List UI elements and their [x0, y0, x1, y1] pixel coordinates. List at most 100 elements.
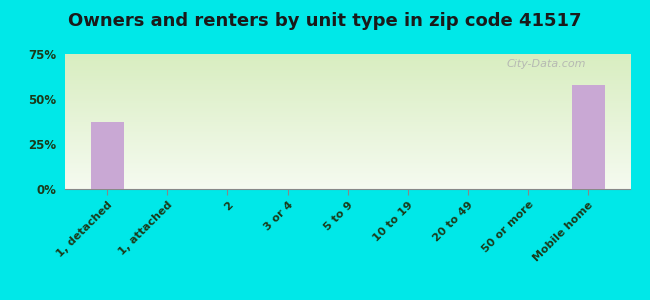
Bar	[65, 93, 630, 94]
Bar	[65, 165, 630, 166]
Bar	[65, 101, 630, 102]
Bar	[572, 85, 604, 189]
Bar	[65, 59, 630, 60]
Bar	[65, 117, 630, 118]
Bar	[65, 152, 630, 153]
Bar	[65, 114, 630, 115]
Bar	[65, 96, 630, 97]
Bar	[65, 99, 630, 100]
Bar	[65, 131, 630, 132]
Bar	[65, 140, 630, 141]
Bar	[65, 180, 630, 181]
Bar	[65, 185, 630, 186]
Bar	[65, 109, 630, 110]
Bar	[65, 70, 630, 71]
Bar	[65, 106, 630, 107]
Bar	[65, 164, 630, 165]
Bar	[65, 55, 630, 56]
Bar	[65, 63, 630, 64]
Bar	[65, 147, 630, 148]
Bar	[65, 163, 630, 164]
Bar	[65, 124, 630, 125]
Bar	[65, 129, 630, 130]
Bar	[65, 161, 630, 162]
Bar	[65, 178, 630, 179]
Bar	[65, 71, 630, 72]
Bar	[65, 85, 630, 86]
Bar	[65, 110, 630, 111]
Bar	[65, 182, 630, 183]
Bar	[65, 188, 630, 189]
Bar	[65, 92, 630, 93]
Bar	[65, 173, 630, 174]
Bar	[65, 169, 630, 170]
Bar	[65, 113, 630, 114]
Bar	[65, 135, 630, 136]
Bar	[65, 130, 630, 131]
Bar	[65, 76, 630, 77]
Bar	[65, 87, 630, 88]
Bar	[65, 60, 630, 61]
Bar	[65, 69, 630, 70]
Bar	[65, 157, 630, 158]
Bar	[65, 159, 630, 160]
Bar	[65, 133, 630, 134]
Bar	[65, 187, 630, 188]
Bar	[65, 54, 630, 55]
Bar	[65, 75, 630, 76]
Bar	[65, 115, 630, 116]
Bar	[65, 183, 630, 184]
Bar	[65, 82, 630, 83]
Bar	[65, 91, 630, 92]
Bar	[65, 122, 630, 123]
Bar	[65, 57, 630, 58]
Bar	[65, 105, 630, 106]
Bar	[65, 68, 630, 69]
Bar	[65, 88, 630, 89]
Bar	[65, 146, 630, 147]
Bar	[65, 167, 630, 168]
Bar	[65, 160, 630, 161]
Bar	[65, 80, 630, 81]
Bar	[65, 56, 630, 57]
Bar	[65, 63, 630, 64]
Bar	[65, 143, 630, 144]
Bar	[65, 103, 630, 104]
Bar	[65, 162, 630, 163]
Bar	[65, 119, 630, 120]
Bar	[65, 107, 630, 108]
Bar	[65, 174, 630, 175]
Bar	[65, 148, 630, 149]
Bar	[65, 156, 630, 157]
Bar	[65, 153, 630, 154]
Bar	[65, 160, 630, 161]
Bar	[65, 171, 630, 172]
Bar	[65, 134, 630, 135]
Bar	[65, 67, 630, 68]
Bar	[65, 83, 630, 84]
Bar	[65, 121, 630, 122]
Bar	[65, 141, 630, 142]
Bar	[65, 79, 630, 80]
Bar	[65, 126, 630, 127]
Bar	[65, 125, 630, 126]
Bar	[65, 104, 630, 105]
Bar	[65, 62, 630, 63]
Bar	[65, 150, 630, 151]
Bar	[65, 177, 630, 178]
Bar	[65, 90, 630, 91]
Bar	[65, 181, 630, 182]
Bar	[65, 151, 630, 152]
Text: City-Data.com: City-Data.com	[506, 59, 586, 69]
Bar	[65, 109, 630, 110]
Bar	[65, 95, 630, 96]
Bar	[65, 132, 630, 133]
Bar	[65, 168, 630, 169]
Bar	[65, 137, 630, 138]
Bar	[65, 94, 630, 95]
Bar	[65, 154, 630, 155]
Bar	[65, 158, 630, 159]
Bar	[65, 136, 630, 137]
Bar	[65, 144, 630, 145]
Bar	[65, 118, 630, 119]
